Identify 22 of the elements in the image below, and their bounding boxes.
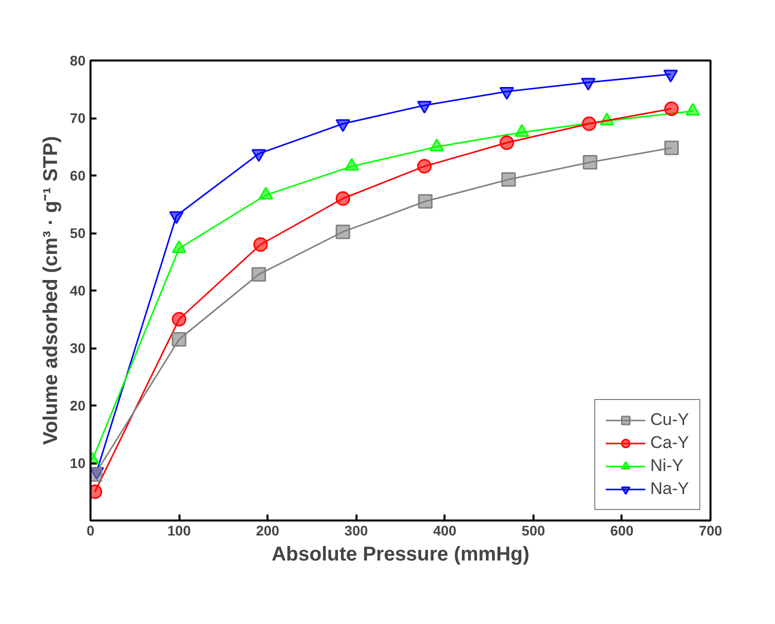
x-tick-label: 700 (698, 522, 722, 538)
legend-label: Ni-Y (650, 456, 684, 476)
y-tick-label: 60 (70, 168, 86, 184)
y-tick-label: 80 (70, 52, 86, 68)
x-axis-title: Absolute Pressure (mmHg) (272, 544, 530, 566)
x-tick-label: 400 (433, 522, 457, 538)
y-tick-label: 50 (70, 225, 86, 241)
x-tick-label: 0 (86, 522, 95, 538)
y-axis-title: Volume adsorbed (cm³ · g⁻¹ STP) (40, 136, 62, 445)
x-tick-label: 100 (167, 522, 191, 538)
x-tick-label: 200 (256, 522, 280, 538)
x-tick-label: 500 (522, 522, 546, 538)
y-tick-label: 40 (70, 282, 86, 298)
y-tick-label: 20 (70, 398, 86, 414)
y-tick-label: 10 (70, 455, 86, 471)
legend-label: Cu-Y (650, 410, 689, 430)
x-tick-label: 600 (610, 522, 634, 538)
legend-label: Ca-Y (650, 433, 689, 453)
y-tick-label: 30 (70, 340, 86, 356)
y-tick-label: 70 (70, 110, 86, 126)
x-tick-label: 300 (344, 522, 368, 538)
legend-label: Na-Y (650, 479, 689, 499)
